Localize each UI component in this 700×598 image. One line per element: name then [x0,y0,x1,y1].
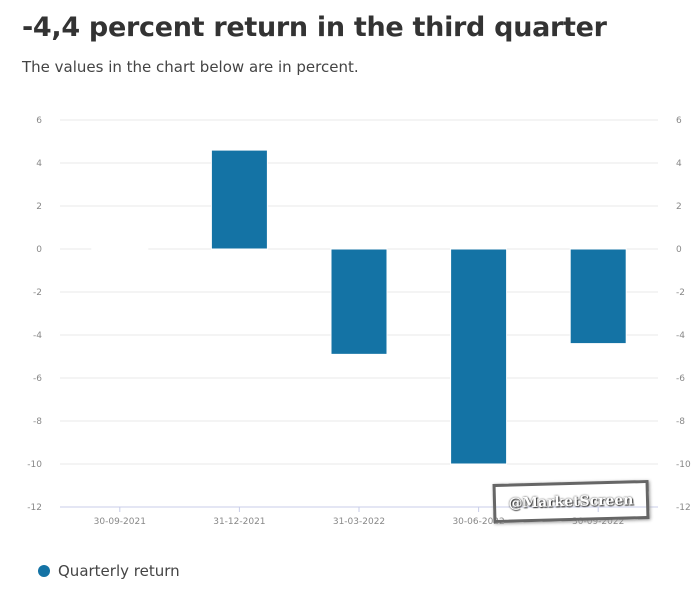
bar [569,248,627,345]
y-tick-label-left: -10 [27,460,42,470]
legend-marker-icon [38,565,50,577]
chart-subtitle: The values in the chart below are in per… [22,58,359,76]
x-tick-label: 31-12-2021 [213,517,265,527]
y-tick-label-right: 6 [676,116,682,126]
x-tick-label: 31-03-2022 [333,517,385,527]
y-tick-label-right: 0 [676,245,682,255]
watermark: @MarketScreen [492,479,650,524]
x-tick-label: 30-09-2021 [94,517,146,527]
watermark-text: @MarketScreen [508,491,634,512]
bar [330,248,388,355]
y-tick-label-right: -2 [676,288,685,298]
y-tick-label-left: -2 [33,288,42,298]
y-tick-label-left: 6 [36,116,42,126]
y-tick-label-right: -8 [676,417,685,427]
legend-item[interactable]: Quarterly return [38,562,180,580]
y-tick-label-left: 0 [36,245,42,255]
x-tick-label: 30-09-2022 [572,517,624,527]
y-tick-label-left: -12 [27,503,42,513]
y-tick-label-right: -6 [676,374,685,384]
y-tick-label-left: -4 [33,331,42,341]
y-tick-label-left: 4 [36,159,42,169]
y-tick-label-right: 4 [676,159,682,169]
bar [91,248,149,250]
x-tick-label: 30-06-2022 [452,517,504,527]
bar [210,149,268,250]
y-tick-label-left: -8 [33,417,42,427]
y-tick-label-right: -12 [676,503,691,513]
y-tick-label-left: 2 [36,202,42,212]
y-tick-label-right: 2 [676,202,682,212]
legend-label: Quarterly return [58,562,180,580]
chart-title: -4,4 percent return in the third quarter [22,12,607,43]
y-tick-label-right: -10 [676,460,691,470]
y-tick-label-right: -4 [676,331,685,341]
bar [450,248,508,465]
y-tick-label-left: -6 [33,374,42,384]
